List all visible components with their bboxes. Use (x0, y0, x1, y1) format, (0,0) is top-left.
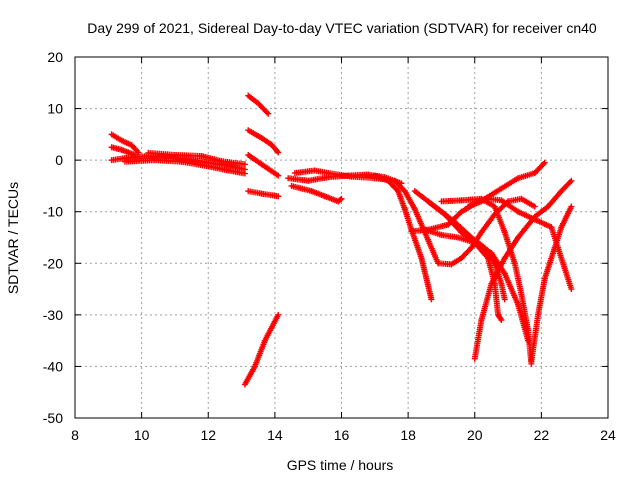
data-point (568, 177, 575, 184)
data-point (263, 109, 270, 116)
y-tick-label: -50 (43, 410, 63, 426)
data-point (275, 311, 282, 318)
grid-lines (75, 57, 608, 418)
series-arc-to-minus-38 (408, 195, 575, 293)
series-start-arc (108, 131, 142, 156)
data-point (531, 203, 538, 210)
x-tick-label: 14 (267, 427, 283, 443)
series-main-band-upper (145, 149, 248, 168)
y-tick-label: 10 (47, 101, 63, 117)
y-tick-label: 0 (55, 152, 63, 168)
data-point (131, 151, 138, 158)
data-point (498, 317, 505, 324)
series-short-segment-d (245, 188, 282, 200)
x-tick-label: 20 (467, 427, 483, 443)
data-point (540, 161, 547, 168)
data-point (241, 161, 248, 168)
series-short-segment-b (245, 127, 282, 156)
chart-title: Day 299 of 2021, Sidereal Day-to-day VTE… (87, 20, 597, 36)
data-point (525, 337, 532, 344)
x-tick-label: 8 (71, 427, 79, 443)
y-tick-label: -10 (43, 204, 63, 220)
y-tick-label: 20 (47, 49, 63, 65)
x-tick-label: 18 (400, 427, 416, 443)
data-point (393, 186, 400, 193)
data-point (275, 149, 282, 156)
series-cross-mid (411, 188, 508, 303)
series-short-segment-c (245, 151, 282, 179)
data-marks (108, 92, 575, 388)
x-axis-label: GPS time / hours (287, 457, 394, 473)
series-arc-to-minus-40 (438, 195, 535, 367)
series-mid-b (288, 182, 345, 205)
x-tick-label: 24 (600, 427, 616, 443)
data-point (337, 196, 344, 203)
data-point (275, 193, 282, 200)
y-tick-label: -40 (43, 358, 63, 374)
y-tick-label: -30 (43, 307, 63, 323)
data-point (135, 149, 142, 156)
series-recovery-to-minus-9 (528, 203, 575, 365)
data-point (568, 203, 575, 210)
data-point (567, 179, 574, 186)
data-point (497, 315, 504, 322)
series-main-band-lower (121, 157, 248, 177)
y-tick-label: -20 (43, 255, 63, 271)
series-start-arc-2 (108, 144, 138, 158)
data-point (541, 159, 548, 166)
series-recovery-to-minus-4 (471, 177, 575, 362)
x-tick-label: 16 (334, 427, 350, 443)
y-axis-label: SDTVAR / TECUs (5, 182, 21, 294)
data-point (265, 110, 272, 117)
data-point (501, 296, 508, 303)
x-tick-label: 10 (134, 427, 150, 443)
data-point (275, 172, 282, 179)
data-point (338, 195, 345, 202)
series-short-segment-a (245, 92, 272, 117)
data-point (274, 148, 281, 155)
x-tick-label: 12 (200, 427, 216, 443)
series-rise-to-0 (465, 159, 548, 210)
data-point (428, 296, 435, 303)
axes (74, 56, 609, 419)
data-point (241, 170, 248, 177)
series-steep-line (241, 311, 282, 388)
data-point (568, 286, 575, 293)
series-cross-low (421, 226, 505, 324)
x-tick-label: 22 (534, 427, 550, 443)
tick-labels: 8 10 12 14 16 18 20 22 24 -50 -40 -30 -20 -10 0 10 20 (43, 49, 616, 443)
